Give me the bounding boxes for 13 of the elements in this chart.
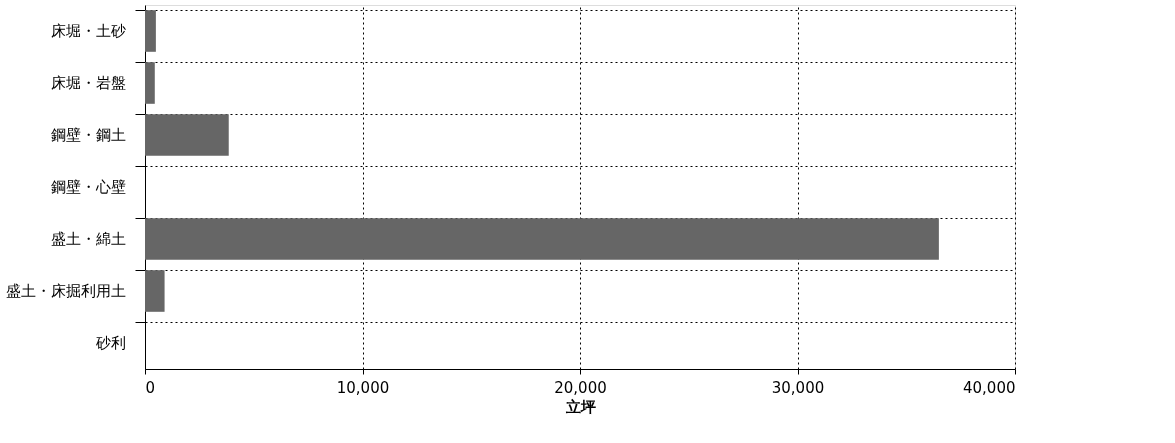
x-tick-label: 40,000 <box>963 378 1016 397</box>
y-tick-label: 鋼壁・鋼土 <box>50 126 126 144</box>
y-tick-label: 盛土・綿土 <box>50 230 126 248</box>
x-tick-label: 0 <box>145 378 156 397</box>
x-tick-label: 20,000 <box>554 378 607 397</box>
x-tick-label: 10,000 <box>336 378 390 397</box>
x-axis-title: 立坪 <box>564 397 596 416</box>
y-tick-label: 床堀・土砂 <box>50 22 126 40</box>
y-tick-label: 床堀・岩盤 <box>50 74 126 92</box>
x-tick-label: 30,000 <box>771 378 825 397</box>
y-tick-label: 盛土・床掘利用土 <box>5 282 126 300</box>
y-tick-label: 鋼壁・心壁 <box>50 178 126 196</box>
y-tick-label: 砂利 <box>94 334 126 352</box>
